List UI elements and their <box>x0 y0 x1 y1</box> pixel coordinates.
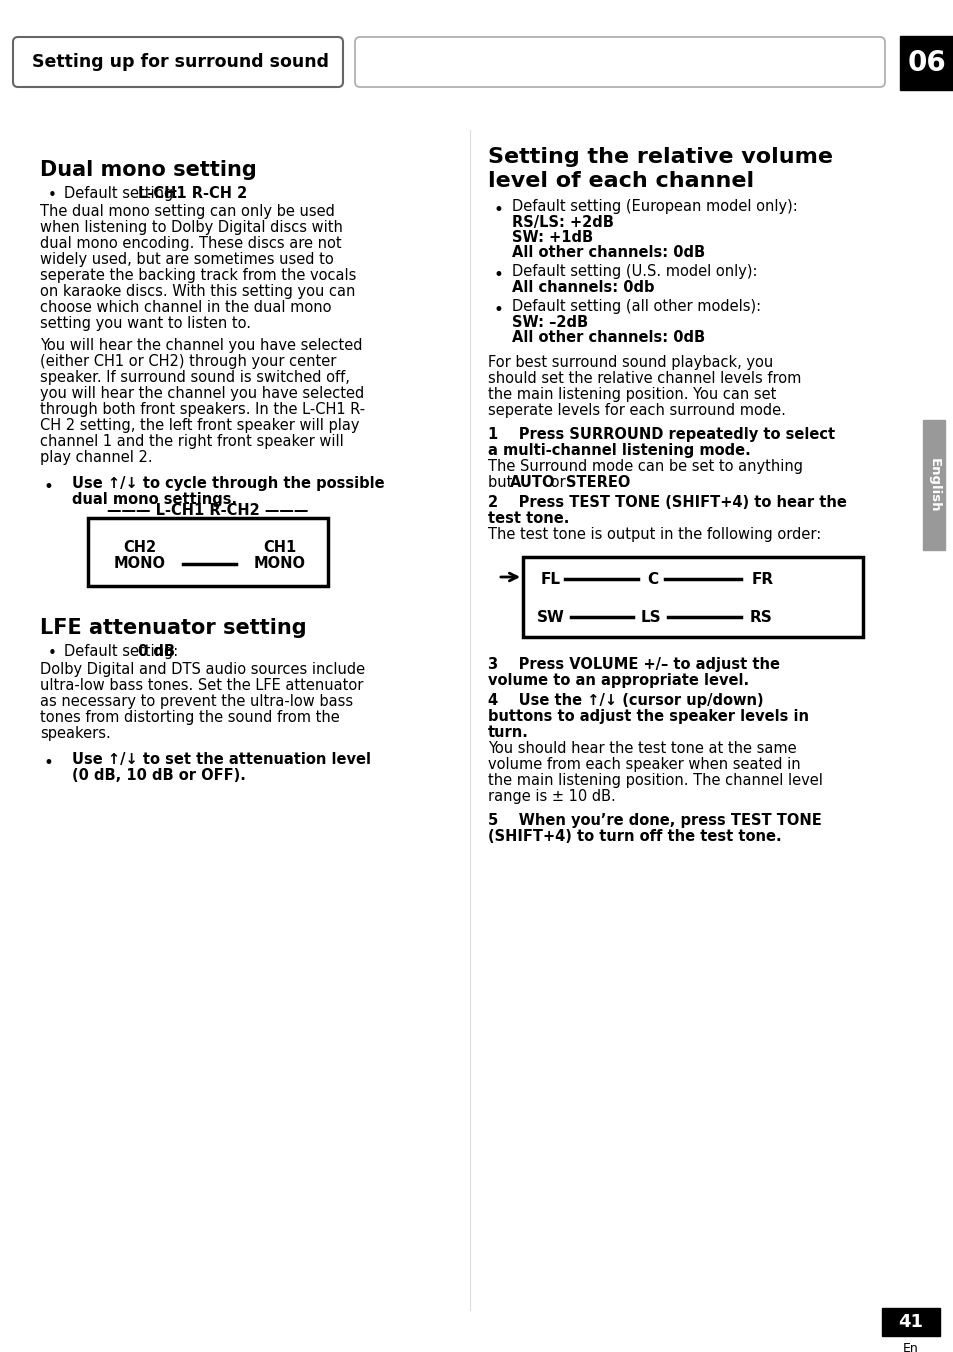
Text: STEREO: STEREO <box>565 475 630 489</box>
Text: test tone.: test tone. <box>488 511 569 526</box>
Text: Dolby Digital and DTS audio sources include: Dolby Digital and DTS audio sources incl… <box>40 662 365 677</box>
FancyBboxPatch shape <box>355 37 884 87</box>
Text: range is ± 10 dB.: range is ± 10 dB. <box>488 790 615 804</box>
Text: All other channels: 0dB: All other channels: 0dB <box>512 330 704 345</box>
Text: ——— L-CH1 R-CH2 ———: ——— L-CH1 R-CH2 ——— <box>107 503 309 518</box>
Text: The test tone is output in the following order:: The test tone is output in the following… <box>488 527 821 542</box>
Text: •: • <box>494 266 503 284</box>
Text: (0 dB, 10 dB or OFF).: (0 dB, 10 dB or OFF). <box>71 768 246 783</box>
Text: volume to an appropriate level.: volume to an appropriate level. <box>488 673 748 688</box>
Text: when listening to Dolby Digital discs with: when listening to Dolby Digital discs wi… <box>40 220 342 235</box>
Text: L-CH1 R-CH 2: L-CH1 R-CH 2 <box>138 187 247 201</box>
Text: 3    Press VOLUME +/– to adjust the: 3 Press VOLUME +/– to adjust the <box>488 657 780 672</box>
Text: MONO: MONO <box>253 557 306 572</box>
Text: widely used, but are sometimes used to: widely used, but are sometimes used to <box>40 251 334 266</box>
Text: SW: SW <box>537 610 564 625</box>
Text: a multi-channel listening mode.: a multi-channel listening mode. <box>488 443 750 458</box>
Text: should set the relative channel levels from: should set the relative channel levels f… <box>488 370 801 387</box>
Text: 4    Use the ↑/↓ (cursor up/down): 4 Use the ↑/↓ (cursor up/down) <box>488 694 762 708</box>
Text: 0 dB: 0 dB <box>138 644 174 658</box>
Text: Setting up for surround sound: Setting up for surround sound <box>32 53 329 72</box>
Text: •: • <box>48 646 57 661</box>
Text: on karaoke discs. With this setting you can: on karaoke discs. With this setting you … <box>40 284 355 299</box>
Text: You should hear the test tone at the same: You should hear the test tone at the sam… <box>488 741 796 756</box>
Text: through both front speakers. In the L-CH1 R-: through both front speakers. In the L-CH… <box>40 402 365 416</box>
Text: English: English <box>926 458 940 512</box>
Text: Default setting (U.S. model only):: Default setting (U.S. model only): <box>512 264 757 279</box>
Text: but: but <box>488 475 517 489</box>
Text: •: • <box>44 754 53 772</box>
Text: Use ↑/↓ to cycle through the possible: Use ↑/↓ to cycle through the possible <box>71 476 384 491</box>
Text: MONO: MONO <box>113 557 166 572</box>
Text: speakers.: speakers. <box>40 726 111 741</box>
Text: RS/LS: +2dB: RS/LS: +2dB <box>512 215 613 230</box>
Text: AUTO: AUTO <box>510 475 555 489</box>
Text: Default setting:: Default setting: <box>64 187 183 201</box>
Text: as necessary to prevent the ultra-low bass: as necessary to prevent the ultra-low ba… <box>40 694 353 708</box>
Text: LS: LS <box>640 610 660 625</box>
Text: En: En <box>902 1341 918 1352</box>
Text: 1    Press SURROUND repeatedly to select: 1 Press SURROUND repeatedly to select <box>488 427 834 442</box>
Text: 2    Press TEST TONE (SHIFT+4) to hear the: 2 Press TEST TONE (SHIFT+4) to hear the <box>488 495 846 510</box>
Text: setting you want to listen to.: setting you want to listen to. <box>40 316 251 331</box>
Text: .: . <box>618 475 622 489</box>
Text: C: C <box>647 572 658 587</box>
Text: CH 2 setting, the left front speaker will play: CH 2 setting, the left front speaker wil… <box>40 418 359 433</box>
Text: dual mono settings.: dual mono settings. <box>71 492 237 507</box>
Text: the main listening position. The channel level: the main listening position. The channel… <box>488 773 822 788</box>
Bar <box>522 557 862 637</box>
Text: Default setting (all other models):: Default setting (all other models): <box>512 299 760 314</box>
Text: FL: FL <box>540 572 560 587</box>
Text: turn.: turn. <box>488 725 528 740</box>
Text: •: • <box>494 201 503 219</box>
Text: you will hear the channel you have selected: you will hear the channel you have selec… <box>40 387 364 402</box>
Text: the main listening position. You can set: the main listening position. You can set <box>488 387 776 402</box>
Text: level of each channel: level of each channel <box>488 170 753 191</box>
Text: Default setting:: Default setting: <box>64 644 183 658</box>
Text: seperate the backing track from the vocals: seperate the backing track from the voca… <box>40 268 356 283</box>
Text: seperate levels for each surround mode.: seperate levels for each surround mode. <box>488 403 785 418</box>
Text: (SHIFT+4) to turn off the test tone.: (SHIFT+4) to turn off the test tone. <box>488 829 781 844</box>
Text: or: or <box>545 475 570 489</box>
Text: •: • <box>494 301 503 319</box>
Text: CH2: CH2 <box>123 541 156 556</box>
Text: •: • <box>48 188 57 203</box>
Text: All other channels: 0dB: All other channels: 0dB <box>512 245 704 260</box>
Bar <box>88 518 328 585</box>
Text: SW: +1dB: SW: +1dB <box>512 230 593 245</box>
Text: RS: RS <box>749 610 772 625</box>
Text: buttons to adjust the speaker levels in: buttons to adjust the speaker levels in <box>488 708 808 725</box>
Text: dual mono encoding. These discs are not: dual mono encoding. These discs are not <box>40 237 341 251</box>
Text: 5    When you’re done, press TEST TONE: 5 When you’re done, press TEST TONE <box>488 813 821 827</box>
Text: •: • <box>44 479 53 496</box>
Text: Dual mono setting: Dual mono setting <box>40 160 256 180</box>
FancyBboxPatch shape <box>13 37 343 87</box>
Text: ultra-low bass tones. Set the LFE attenuator: ultra-low bass tones. Set the LFE attenu… <box>40 677 363 694</box>
Text: choose which channel in the dual mono: choose which channel in the dual mono <box>40 300 331 315</box>
Text: (either CH1 or CH2) through your center: (either CH1 or CH2) through your center <box>40 354 336 369</box>
Bar <box>882 1307 939 1336</box>
Text: LFE attenuator setting: LFE attenuator setting <box>40 618 306 638</box>
Text: Use ↑/↓ to set the attenuation level: Use ↑/↓ to set the attenuation level <box>71 752 371 767</box>
Text: All channels: 0db: All channels: 0db <box>512 280 654 295</box>
Text: Setting the relative volume: Setting the relative volume <box>488 147 832 168</box>
Text: SW: –2dB: SW: –2dB <box>512 315 587 330</box>
Text: For best surround sound playback, you: For best surround sound playback, you <box>488 356 773 370</box>
Text: The Surround mode can be set to anything: The Surround mode can be set to anything <box>488 458 802 475</box>
Text: play channel 2.: play channel 2. <box>40 450 152 465</box>
Text: Default setting (European model only):: Default setting (European model only): <box>512 199 797 214</box>
Text: FR: FR <box>751 572 773 587</box>
Text: 06: 06 <box>906 49 945 77</box>
Text: The dual mono setting can only be used: The dual mono setting can only be used <box>40 204 335 219</box>
Text: 41: 41 <box>898 1313 923 1330</box>
Bar <box>923 420 944 550</box>
Text: volume from each speaker when seated in: volume from each speaker when seated in <box>488 757 800 772</box>
Text: speaker. If surround sound is switched off,: speaker. If surround sound is switched o… <box>40 370 350 385</box>
Bar <box>899 37 953 91</box>
Text: CH1: CH1 <box>263 541 296 556</box>
Text: You will hear the channel you have selected: You will hear the channel you have selec… <box>40 338 362 353</box>
Text: channel 1 and the right front speaker will: channel 1 and the right front speaker wi… <box>40 434 343 449</box>
Text: tones from distorting the sound from the: tones from distorting the sound from the <box>40 710 339 725</box>
